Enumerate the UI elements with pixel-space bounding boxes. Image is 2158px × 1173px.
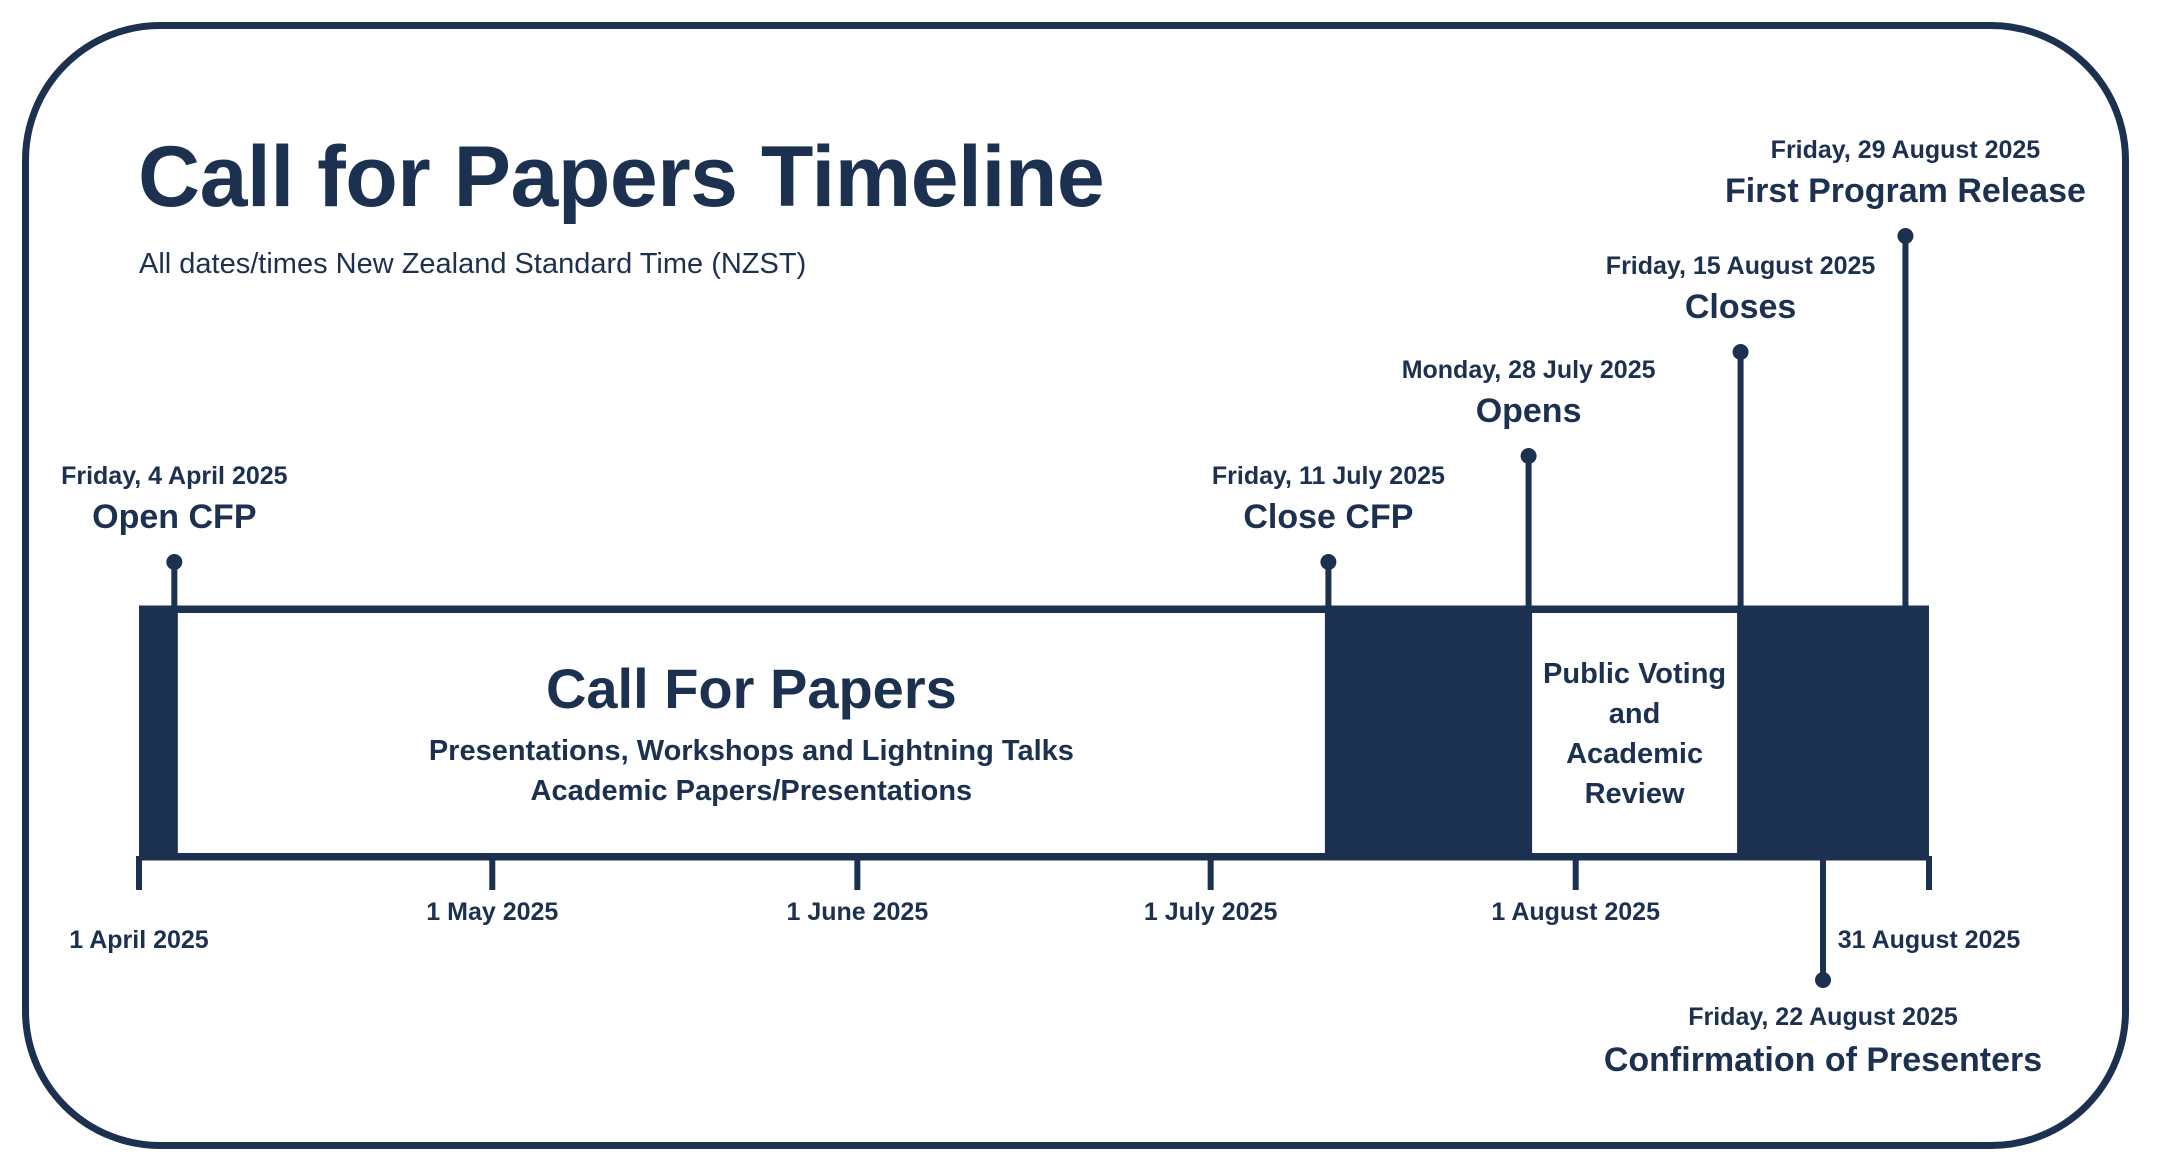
milestones-layer: Open CFP Friday, 4 April 2025 Close CFP Fri…	[61, 136, 2086, 1079]
page-title: Call for Papers Timeline	[138, 129, 1105, 225]
period-block-filled	[1328, 606, 1529, 860]
period-line: and	[1609, 698, 1661, 730]
milestone-label: Opens	[1476, 392, 1582, 430]
axis-tick-label: 1 May 2025	[426, 898, 558, 926]
milestone-dot	[1897, 228, 1914, 244]
periods-layer: Call For Papers Presentations, Workshops …	[139, 605, 1929, 861]
period-line: Academic Papers/Presentations	[531, 775, 973, 807]
period-line: Public Voting	[1543, 658, 1726, 690]
period-block-filled	[1740, 606, 1929, 860]
milestone-date-label: Friday, 11 July 2025	[1212, 462, 1445, 490]
period-line: Review	[1585, 778, 1685, 810]
milestone-label: Close CFP	[1243, 498, 1413, 536]
period-line: Academic	[1566, 738, 1703, 770]
axis-tick-label: 1 July 2025	[1144, 898, 1278, 926]
rounded-frame	[22, 22, 2129, 1149]
milestone-date-label: Friday, 22 August 2025	[1688, 1003, 1958, 1031]
milestone-dot	[1732, 344, 1749, 360]
axis-tick-label: 1 August 2025	[1491, 898, 1660, 926]
milestone-dot	[1320, 554, 1337, 570]
milestone-label: Closes	[1685, 288, 1797, 326]
milestone-date-label: Friday, 29 August 2025	[1771, 136, 2041, 164]
page-subtitle: All dates/times New Zealand Standard Tim…	[139, 248, 807, 280]
milestone-label: Open CFP	[92, 498, 256, 536]
milestone-date-label: Monday, 28 July 2025	[1402, 356, 1656, 384]
milestone-label: First Program Release	[1725, 172, 2086, 210]
axis-tick-label: 1 June 2025	[786, 898, 928, 926]
period-heading: Call For Papers	[546, 657, 957, 720]
period-block-outline	[170, 606, 1332, 860]
axis-tick-label: 31 August 2025	[1838, 926, 2021, 954]
axis-tick-label: 1 April 2025	[69, 926, 209, 954]
period-line: Presentations, Workshops and Lightning T…	[429, 735, 1074, 767]
date-axis: 1 April 2025 1 May 2025 1 June 2025 1 July …	[69, 856, 2020, 954]
milestone-dot	[166, 554, 183, 570]
milestone-date-label: Friday, 4 April 2025	[61, 462, 288, 490]
milestone-dot	[1520, 448, 1537, 464]
milestone-date-label: Friday, 15 August 2025	[1606, 252, 1876, 280]
period-block-filled	[139, 606, 175, 860]
period-block-outline	[1525, 606, 1745, 860]
milestone-label: Confirmation of Presenters	[1604, 1041, 2042, 1079]
milestone-dot	[1815, 972, 1832, 988]
